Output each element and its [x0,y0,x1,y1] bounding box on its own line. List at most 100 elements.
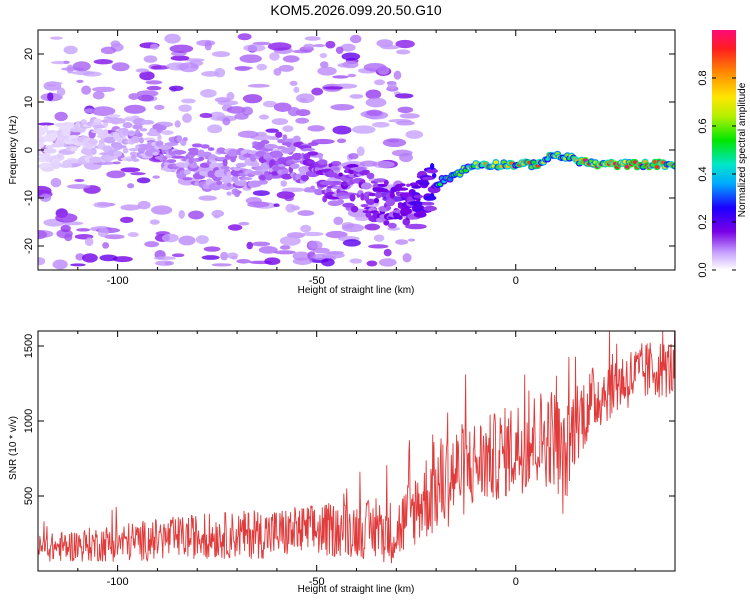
heatmap-cell [303,187,318,193]
heatmap-cell [330,161,342,167]
heatmap-cell [285,203,296,213]
heatmap-cell [365,97,387,108]
heatmap-cell [493,160,499,165]
heatmap-cell [280,180,288,187]
heatmap-cell [221,175,234,184]
heatmap-cell [418,181,430,186]
heatmap-cell [303,43,315,49]
heatmap-cell [91,106,116,117]
heatmap-cell [325,230,348,239]
heatmap-cell [281,168,289,175]
heatmap-cell [286,141,292,148]
heatmap-cell [278,64,294,72]
heatmap-cell [314,188,324,196]
heatmap-cell [359,179,366,183]
heatmap-cell [146,85,162,91]
heatmap-cell [378,258,397,267]
heatmap-cell [239,54,262,64]
heatmap-cell [398,183,406,187]
heatmap-cell [310,185,315,190]
heatmap-cell [348,152,359,160]
heatmap-cell [302,231,324,237]
heatmap-cell [267,42,292,51]
heatmap-cell [121,130,130,136]
colorbar-ticks: 0.0 0.2 0.4 0.6 0.8 [697,70,736,278]
top-y-axis-label: Frequency (Hz) [8,116,19,185]
heatmap-cell [333,167,340,171]
heatmap-cell [317,66,337,76]
heatmap-cell [672,164,675,169]
heatmap-cell [421,201,435,206]
heatmap-cell [325,40,336,49]
heatmap-cell [132,124,143,130]
heatmap-cell [127,130,136,137]
heatmap-cell [281,187,306,193]
heatmap-cell [128,93,140,100]
heatmap-cell [178,209,185,219]
heatmap-cell [182,177,193,181]
heatmap-cell [178,62,199,73]
heatmap-cell [308,240,323,250]
heatmap-cell [152,175,160,179]
heatmap-cell [247,201,270,208]
heatmap-cell [64,233,73,242]
heatmap-cell [198,156,205,161]
heatmap-cell [200,88,217,98]
heatmap-cell [429,192,435,198]
heatmap-cell [311,138,335,145]
heatmap-cell [242,94,263,104]
heatmap-cell [59,162,73,168]
heatmap-cell [47,132,57,141]
heatmap-cell [161,130,174,135]
heatmap-cell [71,70,95,76]
heatmap-cell [284,194,294,202]
heatmap-cell [139,128,148,132]
heatmap-cell [366,260,378,267]
heatmap-cell [50,177,62,188]
heatmap-cell [131,135,140,144]
heatmap-cell [211,263,232,267]
heatmap-cell [304,36,321,41]
heatmap-cell [131,158,140,162]
heatmap-cell [397,215,403,220]
heatmap-cell [81,85,92,95]
heatmap-cell [383,179,389,186]
heatmap-cell [407,238,416,242]
heatmap-cell [51,161,61,170]
heatmap-cell [279,235,301,246]
heatmap-cell [376,188,389,193]
heatmap-cell [342,60,359,69]
heatmap-cell [72,61,91,72]
heatmap-cell [429,162,435,170]
heatmap-cell [332,75,349,79]
snr-series-line [38,331,675,564]
heatmap-cell [262,100,278,108]
heatmap-cell [319,61,329,69]
heatmap-cell [209,111,226,121]
heatmap-cell [113,118,126,124]
heatmap-cell [139,137,144,144]
heatmap-cell [375,191,382,199]
heatmap-cell [402,253,412,263]
heatmap-cell [335,46,344,54]
heatmap-cell [234,66,251,72]
heatmap-cell [159,154,164,162]
heatmap-cell [161,233,179,243]
heatmap-cell [341,223,365,233]
heatmap-cell [366,172,375,180]
heatmap-cell [93,59,113,65]
heatmap-cell [216,180,223,186]
heatmap-cell [297,210,315,217]
heatmap-cell [169,44,194,53]
heatmap-cell [292,135,301,143]
heatmap-cell [104,156,119,160]
heatmap-cell [93,201,112,208]
heatmap-cell [277,138,285,144]
heatmap-cell [57,154,63,160]
heatmap-cell [63,45,78,55]
heatmap-cell [246,241,253,250]
y-tick-label: 10 [23,96,35,108]
heatmap-cell [241,177,253,181]
heatmap-cell [38,230,48,240]
heatmap-cell [182,137,188,142]
